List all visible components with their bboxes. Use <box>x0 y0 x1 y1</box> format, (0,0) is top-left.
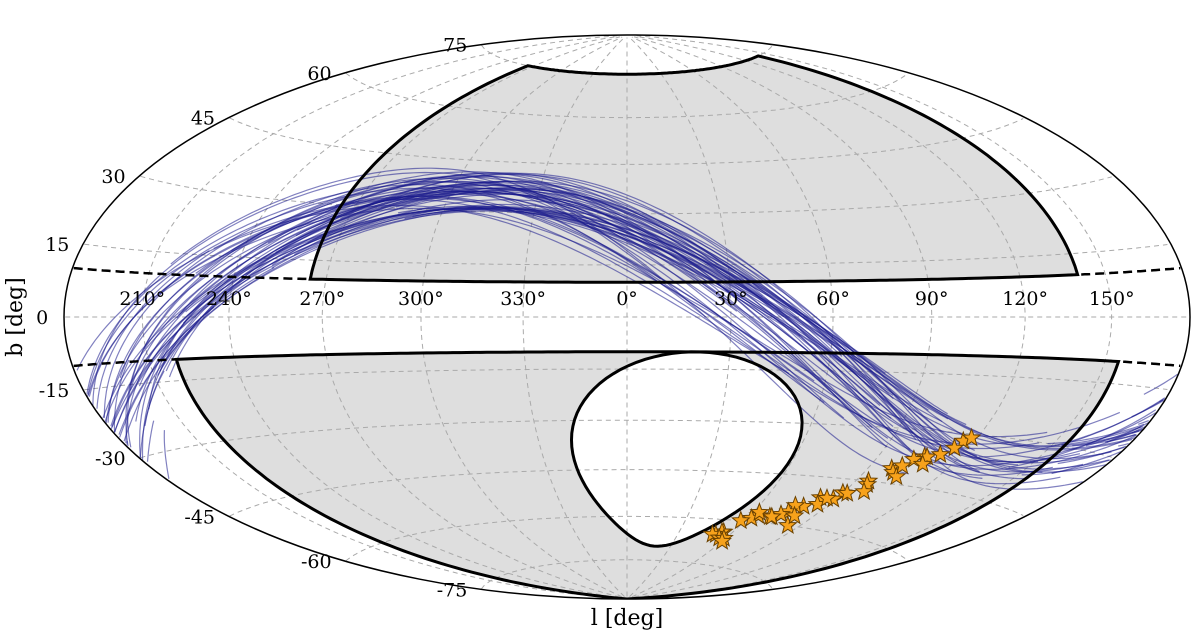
x-tick-label: 90° <box>915 288 949 310</box>
gridline-lon <box>321 36 621 598</box>
star-marker <box>892 455 913 475</box>
gridline-lat <box>345 72 908 119</box>
orbit-track <box>102 208 801 419</box>
gridline-lon <box>629 37 732 597</box>
x-tick-label: 270° <box>299 288 345 310</box>
orbit-track <box>92 171 661 406</box>
orbit-track <box>271 199 1112 460</box>
star-marker <box>761 506 782 526</box>
y-tick-label: 0 <box>36 307 48 329</box>
gridline-lat <box>84 368 1168 391</box>
y-tick-label: 15 <box>45 234 69 256</box>
footprint-edge-hole_south <box>569 350 804 548</box>
orbit-track <box>1131 399 1165 418</box>
x-tick-label: 0° <box>616 288 638 310</box>
x-tick-label: 30° <box>714 288 748 310</box>
star-marker <box>961 427 982 447</box>
star-marker <box>912 453 933 473</box>
orbit-track <box>110 207 742 427</box>
x-tick-label: 210° <box>119 288 165 310</box>
sky-boundary <box>63 34 1191 600</box>
x-tick-label: 240° <box>206 288 252 310</box>
gridline-lon <box>522 37 625 597</box>
gridline-lon <box>228 35 619 599</box>
star-marker <box>771 503 791 523</box>
y-tick-label: -45 <box>184 506 215 528</box>
gridline-lon <box>633 36 933 598</box>
x-tick-label: 300° <box>398 288 444 310</box>
star-marker <box>749 501 770 521</box>
y-tick-label: 75 <box>443 35 467 57</box>
y-tick-label: -15 <box>39 380 70 402</box>
y-tick-label: 45 <box>191 108 215 130</box>
orbit-track <box>126 171 888 448</box>
y-tick-label: 30 <box>101 166 125 188</box>
orbit-track <box>146 420 155 462</box>
plane-band-edge-0 <box>73 350 1181 368</box>
y-tick-label: -75 <box>437 579 468 601</box>
star-marker <box>784 505 805 525</box>
y-tick-label: -60 <box>301 551 332 573</box>
star-marker <box>730 510 751 530</box>
gridline-lon <box>635 35 1026 599</box>
star-marker <box>944 437 965 457</box>
orbit-track <box>176 176 983 479</box>
orbit-track <box>1057 445 1127 465</box>
orbit-track <box>170 167 909 475</box>
orbit-track <box>111 210 967 428</box>
plane-band-edge-1 <box>73 266 1181 284</box>
gridline-lat <box>229 117 1024 165</box>
orbit-track <box>1118 443 1129 447</box>
gridline-lon <box>420 36 623 598</box>
orbit-track <box>107 186 738 423</box>
grid-layer <box>65 35 1187 599</box>
orbit-track <box>1131 429 1143 434</box>
orbit-track <box>113 340 172 434</box>
orbit-track <box>1047 423 1145 445</box>
orbit-track <box>119 266 275 438</box>
orbit-track <box>1029 425 1146 462</box>
orbit-track <box>334 195 1040 450</box>
orbit-track <box>163 430 170 480</box>
footprint-layer <box>176 55 1119 599</box>
star-marker <box>886 466 907 486</box>
orbit-track <box>1106 421 1150 443</box>
orbit-track <box>125 174 873 447</box>
orbit-track <box>412 208 1136 448</box>
gridline-lon <box>141 35 618 599</box>
star-marker <box>817 487 837 507</box>
gridline-lat <box>345 515 908 562</box>
star-marker <box>837 482 858 502</box>
y-tick-label: -30 <box>95 448 126 470</box>
orbit-track <box>1159 398 1165 403</box>
star-marker <box>712 530 732 550</box>
orbit-track <box>1143 373 1179 395</box>
stars-layer <box>702 427 982 550</box>
orbit-track <box>1008 409 1157 468</box>
x-tick-label: 150° <box>1089 288 1135 310</box>
footprint-edge-layer <box>73 54 1181 599</box>
orbit-track <box>103 177 845 419</box>
star-marker <box>930 444 951 463</box>
orbit-layer <box>76 167 1179 490</box>
star-marker <box>777 515 798 534</box>
y-tick-label: 60 <box>307 63 331 85</box>
gridline-lon <box>636 35 1113 599</box>
x-tick-label: 330° <box>500 288 546 310</box>
y-axis-label: b [deg] <box>3 277 28 356</box>
orbit-track <box>88 195 841 401</box>
orbit-track <box>1138 420 1149 425</box>
star-marker <box>903 449 924 468</box>
gridline-lat <box>229 469 1024 517</box>
star-marker <box>917 446 937 466</box>
x-tick-label: 120° <box>1002 288 1048 310</box>
footprint-hole_south <box>571 351 803 547</box>
tick-labels: 210° 240° 270° 300° 330° 0° 30° 60° 90° 120° 150° 7… <box>36 35 1134 602</box>
x-tick-label: 60° <box>816 288 850 310</box>
x-axis-label: l [deg] <box>591 606 663 631</box>
star-marker <box>854 481 874 501</box>
